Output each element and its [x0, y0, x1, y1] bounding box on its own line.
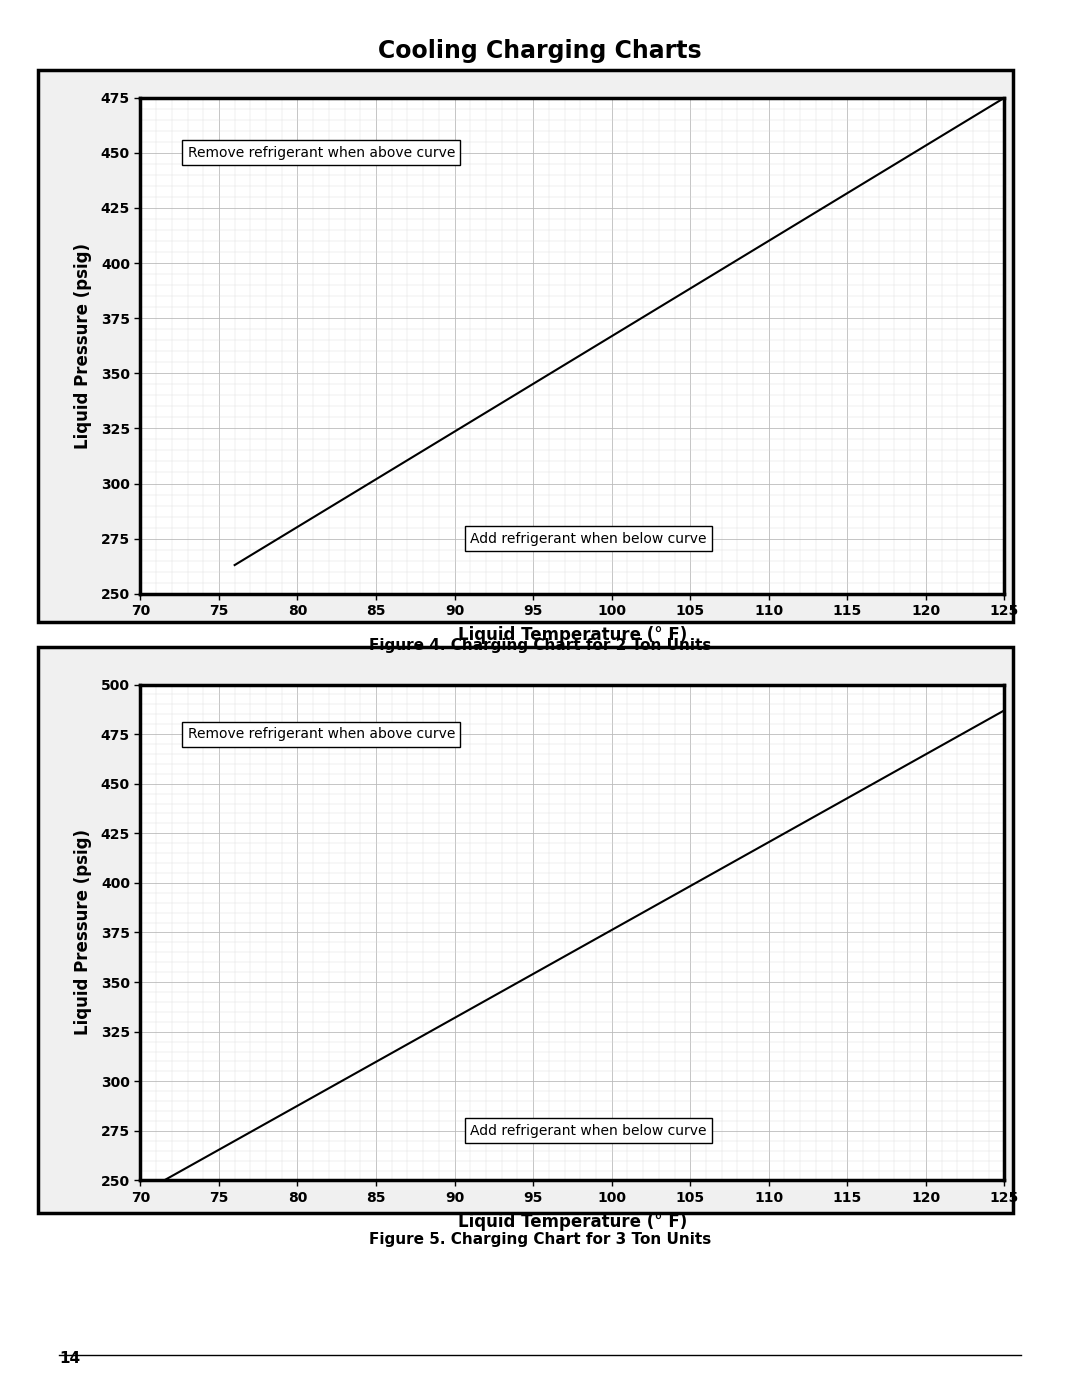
- Y-axis label: Liquid Pressure (psig): Liquid Pressure (psig): [75, 243, 93, 448]
- Y-axis label: Liquid Pressure (psig): Liquid Pressure (psig): [75, 830, 93, 1035]
- Text: Figure 4. Charging Chart for 2 Ton Units: Figure 4. Charging Chart for 2 Ton Units: [368, 638, 712, 654]
- Text: Add refrigerant when below curve: Add refrigerant when below curve: [470, 1123, 706, 1139]
- Text: 14: 14: [59, 1351, 81, 1366]
- Text: Figure 5. Charging Chart for 3 Ton Units: Figure 5. Charging Chart for 3 Ton Units: [369, 1232, 711, 1248]
- Text: Remove refrigerant when above curve: Remove refrigerant when above curve: [188, 726, 455, 742]
- X-axis label: Liquid Temperature (° F): Liquid Temperature (° F): [458, 1213, 687, 1231]
- Text: Add refrigerant when below curve: Add refrigerant when below curve: [470, 532, 706, 546]
- Text: Cooling Charging Charts: Cooling Charging Charts: [378, 39, 702, 63]
- X-axis label: Liquid Temperature (° F): Liquid Temperature (° F): [458, 626, 687, 644]
- Text: Remove refrigerant when above curve: Remove refrigerant when above curve: [188, 145, 455, 159]
